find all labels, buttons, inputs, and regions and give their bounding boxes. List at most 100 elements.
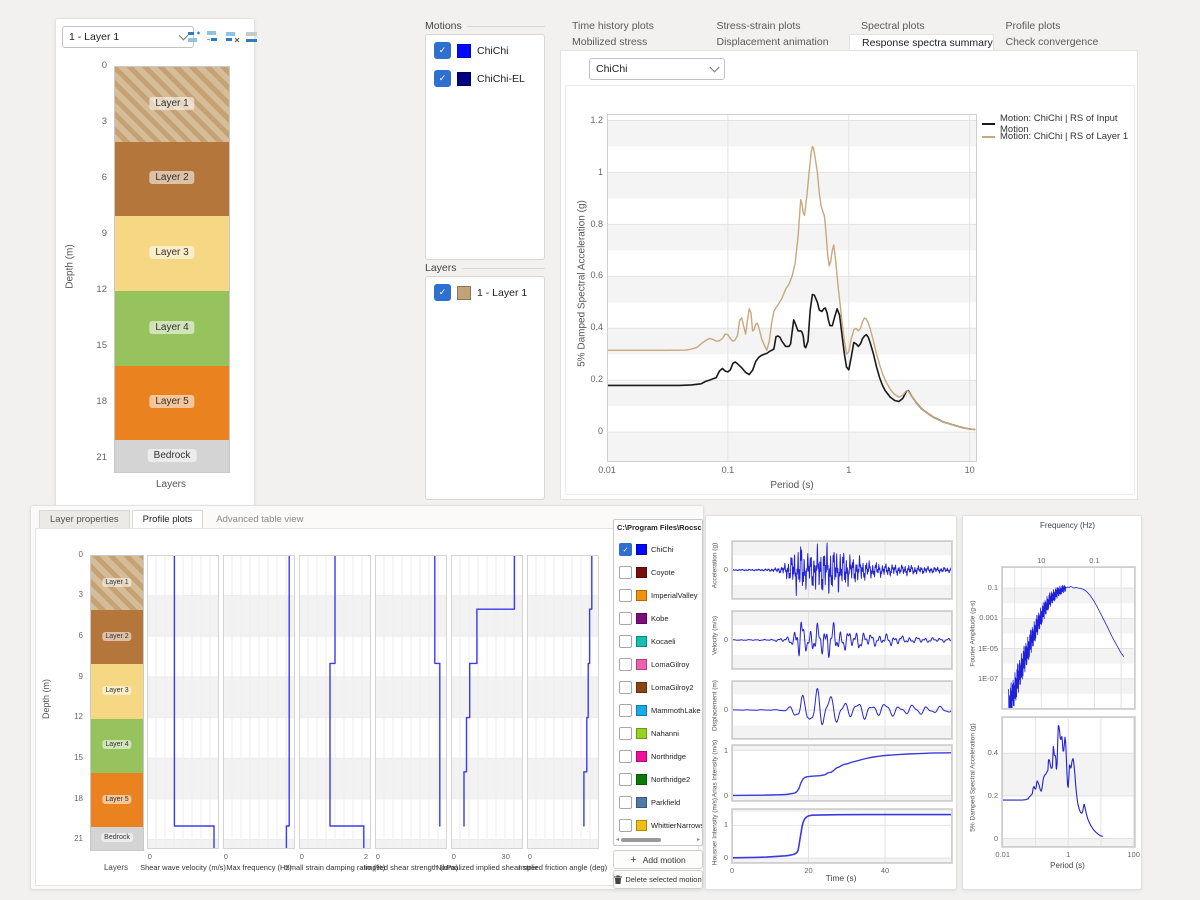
results-tab-bar: Time history plots Stress-strain plots S… xyxy=(560,18,1138,50)
scroll-left-arrow[interactable]: ◂ xyxy=(616,837,620,843)
checkbox[interactable] xyxy=(619,543,632,556)
layer-checkbox-row[interactable]: 1 - Layer 1 xyxy=(426,277,544,305)
checkbox[interactable] xyxy=(619,635,632,648)
motion-selector-dropdown[interactable]: ChiChi xyxy=(589,58,725,80)
profile-col-max-frequency: 0 xyxy=(223,555,295,861)
tab-profile-plots[interactable]: Profile plots xyxy=(1005,20,1061,32)
motion-color-swatch xyxy=(636,613,647,624)
layer-color-swatch xyxy=(457,285,471,300)
motion-list-item[interactable]: Nahanni xyxy=(614,722,702,745)
checkbox[interactable] xyxy=(434,284,451,301)
tab-displacement-animation[interactable]: Displacement animation xyxy=(716,36,829,48)
motion-list-item[interactable]: Kobe xyxy=(614,607,702,630)
y-tick-label: 0 xyxy=(993,833,998,843)
motion-list-item[interactable]: LomaGilroy2 xyxy=(614,676,702,699)
y-tick-label: 0 xyxy=(723,705,728,715)
checkbox[interactable] xyxy=(619,589,632,602)
tab-check-convergence[interactable]: Check convergence xyxy=(1005,36,1099,48)
motion-checkbox-row[interactable]: ChiChi-EL xyxy=(426,63,544,91)
add-layer-above-icon[interactable] xyxy=(186,28,203,44)
checkbox[interactable] xyxy=(619,819,632,832)
checkbox[interactable] xyxy=(619,773,632,786)
scrollbar-thumb[interactable] xyxy=(621,837,662,842)
motion-list-item[interactable]: ImperialValley xyxy=(614,584,702,607)
motion-label: ChiChi-EL xyxy=(477,72,525,85)
y-tick-label: 0.2 xyxy=(987,790,998,800)
tab-response-spectra-summary[interactable]: Response spectra summary xyxy=(849,34,994,50)
y-tick-label: 0.4 xyxy=(987,748,998,758)
motion-list-item[interactable]: ChiChi xyxy=(614,538,702,561)
motion-list-item[interactable]: WhittierNarrows xyxy=(614,814,702,837)
motion-list-item[interactable]: Kocaeli xyxy=(614,630,702,653)
chart-svg xyxy=(147,555,219,849)
x-tick-label: 0 xyxy=(527,852,532,861)
merge-layers-glyph xyxy=(245,31,257,42)
checkbox[interactable] xyxy=(619,750,632,763)
frequency-axis-label: Frequency (Hz) xyxy=(1039,521,1096,530)
motion-list-item[interactable]: Northridge2 xyxy=(614,768,702,791)
checkbox[interactable] xyxy=(619,704,632,717)
tab-stress-strain-plots[interactable]: Stress-strain plots xyxy=(716,20,801,32)
x-tick-label: 1 xyxy=(1066,850,1071,859)
motion-list-item[interactable]: Northridge xyxy=(614,745,702,768)
y-tick-label: 1E-05 xyxy=(977,643,998,653)
delete-layer-icon[interactable] xyxy=(224,28,241,44)
motion-label: Parkfield xyxy=(651,798,681,807)
motion-color-swatch xyxy=(636,544,647,555)
motion-list-item[interactable]: Coyote xyxy=(614,561,702,584)
motion-list-item[interactable]: Parkfield xyxy=(614,791,702,814)
soil-layer-label: Layer 5 xyxy=(102,794,132,804)
layers-list: 1 - Layer 1 xyxy=(425,276,545,500)
motion-color-swatch xyxy=(636,659,647,670)
motion-color-swatch xyxy=(636,705,647,716)
x-tick-label: 0.01 xyxy=(598,465,616,475)
time-axis-label: Time (s) xyxy=(825,873,857,883)
merge-layers-icon[interactable] xyxy=(243,28,260,44)
motion-color-swatch xyxy=(636,797,647,808)
motions-group: Motions ChiChi ChiChi-EL xyxy=(425,20,545,260)
layer-label: 1 - Layer 1 xyxy=(477,286,528,299)
profile-col-title: Small strain damping ratio (%) xyxy=(284,863,386,872)
scroll-right-arrow[interactable]: ▸ xyxy=(696,837,700,843)
tab-layer-properties[interactable]: Layer properties xyxy=(39,510,130,529)
displacement-chart: 0 xyxy=(724,680,953,740)
motion-list-item[interactable]: LomaGilroy xyxy=(614,653,702,676)
motion-list-item[interactable]: MammothLake xyxy=(614,699,702,722)
soil-layer-label: Layer 3 xyxy=(149,246,195,260)
checkbox[interactable] xyxy=(619,612,632,625)
checkbox[interactable] xyxy=(619,566,632,579)
spectra-panel: Frequency (Hz) Fourier Amplitude (g-s) 0… xyxy=(962,515,1142,890)
tab-mobilized-stress[interactable]: Mobilized stress xyxy=(572,36,648,48)
checkbox[interactable] xyxy=(434,42,451,59)
add-layer-above-glyph xyxy=(188,31,200,42)
motion-file-list: C:\Program Files\Rocscienc ChiChi Coyote… xyxy=(613,519,703,846)
chart-svg xyxy=(1002,717,1135,847)
x-tick-label: 0 xyxy=(375,852,380,861)
add-layer-below-icon[interactable] xyxy=(205,28,222,44)
plus-icon: + xyxy=(630,853,637,866)
horizontal-scrollbar[interactable]: ◂ ▸ xyxy=(616,836,700,843)
x-tick-label: 0.1 xyxy=(1089,555,1100,565)
legend-line-sample xyxy=(982,122,995,125)
layer-selector-dropdown[interactable]: 1 - Layer 1 xyxy=(62,26,194,48)
checkbox[interactable] xyxy=(619,658,632,671)
add-motion-button[interactable]: + Add motion xyxy=(613,850,703,869)
acceleration-chart: 0 xyxy=(724,540,953,600)
checkbox[interactable] xyxy=(619,727,632,740)
checkbox[interactable] xyxy=(619,796,632,809)
legend-line-sample xyxy=(982,135,995,138)
delete-motion-button[interactable]: Delete selected motion xyxy=(613,870,703,889)
checkbox[interactable] xyxy=(434,70,451,87)
checkbox[interactable] xyxy=(619,681,632,694)
y-tick-label: 0.1 xyxy=(987,583,998,593)
y-tick-label: 0 xyxy=(723,853,728,863)
tab-profile-plots[interactable]: Profile plots xyxy=(131,510,204,529)
tab-advanced-table-view[interactable]: Advanced table view xyxy=(216,514,304,525)
depth-tick-label: 9 xyxy=(78,671,83,681)
depth-axis-label: Depth (m) xyxy=(64,244,76,289)
motion-checkbox-row[interactable]: ChiChi xyxy=(426,35,544,63)
tab-time-history-plots[interactable]: Time history plots xyxy=(572,20,654,32)
y-tick-label: 0 xyxy=(723,635,728,645)
tab-spectral-plots[interactable]: Spectral plots xyxy=(861,20,925,32)
